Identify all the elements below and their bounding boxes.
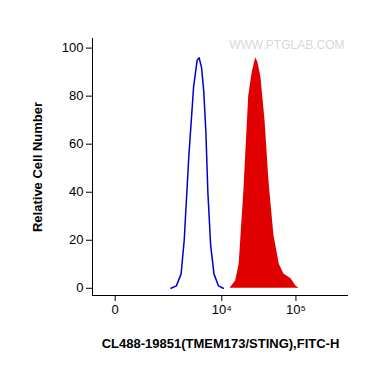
svg-text:10⁵: 10⁵: [286, 302, 306, 317]
svg-text:60: 60: [69, 136, 83, 151]
svg-text:20: 20: [69, 232, 83, 247]
svg-text:80: 80: [69, 88, 83, 103]
svg-text:0: 0: [112, 302, 119, 317]
svg-text:40: 40: [69, 184, 83, 199]
svg-text:100: 100: [62, 40, 84, 55]
svg-text:Relative Cell Number: Relative Cell Number: [30, 102, 45, 232]
svg-text:10⁴: 10⁴: [212, 302, 232, 317]
svg-text:0: 0: [76, 280, 83, 295]
svg-text:WWW.PTGLAB.COM: WWW.PTGLAB.COM: [229, 38, 344, 52]
svg-text:CL488-19851(TMEM173/STING),FIT: CL488-19851(TMEM173/STING),FITC-H: [102, 336, 340, 351]
